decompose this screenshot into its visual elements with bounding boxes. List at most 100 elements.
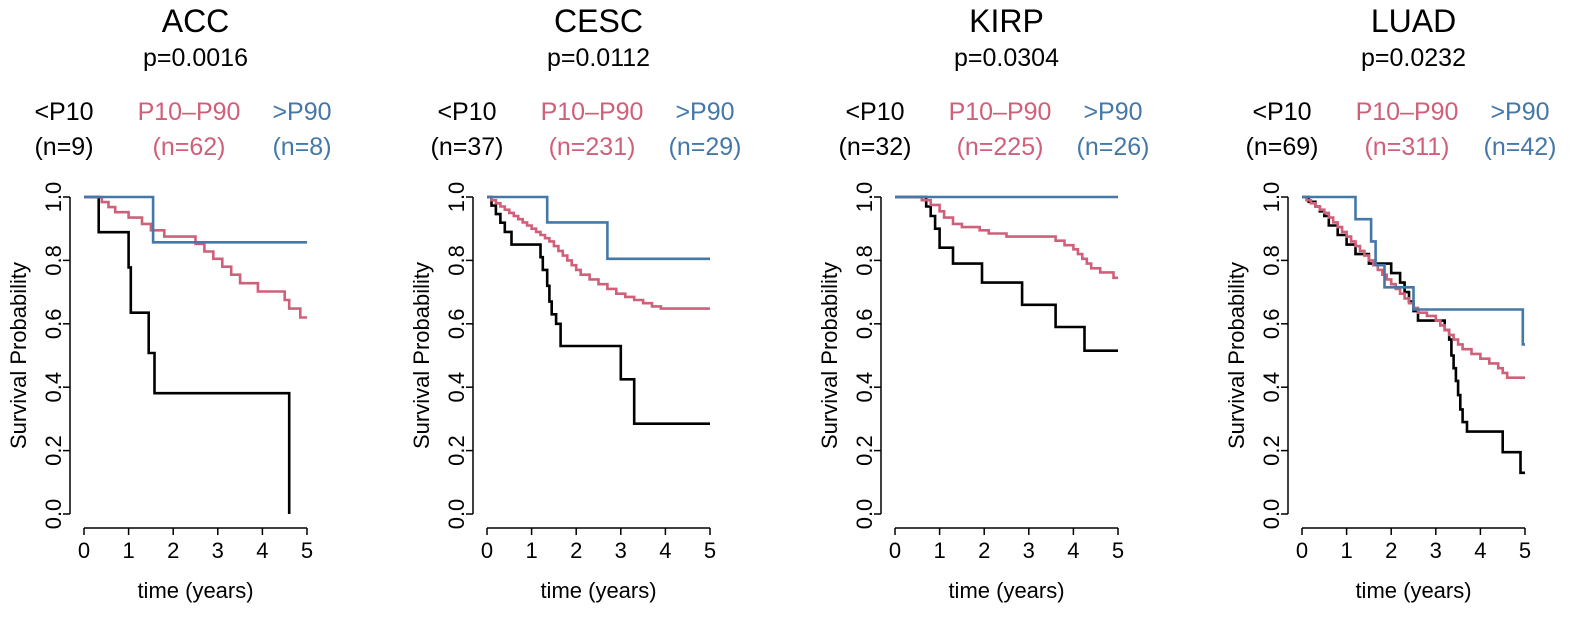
group-label: >P90 <box>1490 98 1549 126</box>
y-tick-label: 0.8 <box>444 245 469 276</box>
group-count: (n=8) <box>272 133 331 161</box>
group-count: (n=37) <box>431 133 504 161</box>
x-tick-label: 1 <box>933 538 945 563</box>
y-tick-label: 0.2 <box>444 435 469 466</box>
chart-title: LUAD <box>1371 3 1456 39</box>
p-value: p=0.0304 <box>954 44 1059 72</box>
group-count: (n=9) <box>34 133 93 161</box>
group-count: (n=32) <box>839 133 912 161</box>
y-tick-label: 1.0 <box>852 182 877 213</box>
y-tick-label: 0.0 <box>41 499 66 530</box>
x-axis-label: time (years) <box>1355 578 1471 603</box>
group-label: P10–P90 <box>949 98 1052 126</box>
x-tick-label: 0 <box>78 538 90 563</box>
y-tick-label: 0.0 <box>852 499 877 530</box>
survival-curve-low <box>84 195 291 514</box>
x-tick-label: 5 <box>1112 538 1124 563</box>
y-axis-label: Survival Probability <box>817 262 842 449</box>
y-tick-label: 0.6 <box>852 309 877 340</box>
x-axis-label: time (years) <box>540 578 656 603</box>
y-tick-label: 0.8 <box>1259 245 1284 276</box>
survival-curve-low <box>1302 195 1525 475</box>
group-label: >P90 <box>675 98 734 126</box>
x-tick-label: 3 <box>615 538 627 563</box>
p-value: p=0.0232 <box>1361 44 1466 72</box>
y-tick-label: 0.4 <box>852 372 877 403</box>
group-label: <P10 <box>845 98 904 126</box>
group-label: >P90 <box>1083 98 1142 126</box>
x-tick-label: 2 <box>978 538 990 563</box>
y-axis-label: Survival Probability <box>409 262 434 449</box>
y-tick-label: 0.6 <box>1259 309 1284 340</box>
y-tick-label: 0.4 <box>41 372 66 403</box>
x-tick-label: 4 <box>1474 538 1486 563</box>
x-tick-label: 0 <box>1296 538 1308 563</box>
y-tick-label: 0.2 <box>1259 435 1284 466</box>
x-tick-label: 4 <box>659 538 671 563</box>
survival-curve-low <box>895 195 1118 352</box>
p-value: p=0.0112 <box>547 44 650 72</box>
survival-curve-high <box>1302 195 1525 346</box>
group-count: (n=26) <box>1077 133 1150 161</box>
group-label: P10–P90 <box>138 98 241 126</box>
x-tick-label: 1 <box>1340 538 1352 563</box>
group-label: <P10 <box>437 98 496 126</box>
chart-title: ACC <box>162 3 230 39</box>
y-tick-label: 0.6 <box>41 309 66 340</box>
x-tick-label: 5 <box>301 538 313 563</box>
x-tick-label: 1 <box>122 538 134 563</box>
group-count: (n=311) <box>1364 133 1449 161</box>
group-count: (n=231) <box>549 133 636 161</box>
x-tick-label: 4 <box>256 538 268 563</box>
x-tick-label: 4 <box>1067 538 1079 563</box>
x-tick-label: 2 <box>167 538 179 563</box>
group-count: (n=225) <box>957 133 1044 161</box>
y-tick-label: 0.0 <box>444 499 469 530</box>
survival-curve-high <box>84 195 307 244</box>
group-label: <P10 <box>34 98 93 126</box>
group-label: <P10 <box>1252 98 1311 126</box>
survival-curve-mid <box>84 195 307 319</box>
y-axis-label: Survival Probability <box>1224 262 1249 449</box>
chart-title: CESC <box>554 3 643 39</box>
x-tick-label: 5 <box>704 538 716 563</box>
group-count: (n=69) <box>1246 133 1319 161</box>
group-label: P10–P90 <box>1356 98 1459 126</box>
x-tick-label: 2 <box>1385 538 1397 563</box>
y-tick-label: 0.4 <box>444 372 469 403</box>
y-tick-label: 0.2 <box>852 435 877 466</box>
y-tick-label: 1.0 <box>444 182 469 213</box>
survival-curve-mid <box>1302 195 1525 379</box>
x-axis-label: time (years) <box>137 578 253 603</box>
group-label: P10–P90 <box>541 98 644 126</box>
survival-curve-high <box>487 195 710 261</box>
panel-luad: LUAD p=0.0232 <P10 (n=69) P10–P90 (n=311) >P90… <box>1224 3 1557 603</box>
y-axis-label: Survival Probability <box>6 262 31 449</box>
x-tick-label: 0 <box>481 538 493 563</box>
x-tick-label: 2 <box>570 538 582 563</box>
y-tick-label: 0.6 <box>444 309 469 340</box>
y-tick-label: 0.2 <box>41 435 66 466</box>
panel-kirp: KIRP p=0.0304 <P10 (n=32) P10–P90 (n=225) >P90… <box>817 3 1150 603</box>
x-tick-label: 0 <box>889 538 901 563</box>
x-tick-label: 3 <box>1023 538 1035 563</box>
x-tick-label: 3 <box>1430 538 1442 563</box>
y-tick-label: 1.0 <box>1259 182 1284 213</box>
y-tick-label: 0.8 <box>41 245 66 276</box>
survival-curve-mid <box>895 195 1118 280</box>
x-tick-label: 1 <box>525 538 537 563</box>
y-tick-label: 1.0 <box>41 182 66 213</box>
panel-cesc: CESC p=0.0112 <P10 (n=37) P10–P90 (n=231) >P90… <box>409 3 742 603</box>
group-count: (n=62) <box>153 133 226 161</box>
x-tick-label: 3 <box>212 538 224 563</box>
group-count: (n=42) <box>1484 133 1557 161</box>
x-tick-label: 5 <box>1519 538 1531 563</box>
x-axis-label: time (years) <box>948 578 1064 603</box>
y-tick-label: 0.8 <box>852 245 877 276</box>
p-value: p=0.0016 <box>143 44 248 72</box>
group-count: (n=29) <box>669 133 742 161</box>
panel-acc: ACC p=0.0016 <P10 (n=9) P10–P90 (n=62) >P90 (n=… <box>6 3 332 603</box>
y-tick-label: 0.4 <box>1259 372 1284 403</box>
survival-curve-mid <box>487 195 710 310</box>
